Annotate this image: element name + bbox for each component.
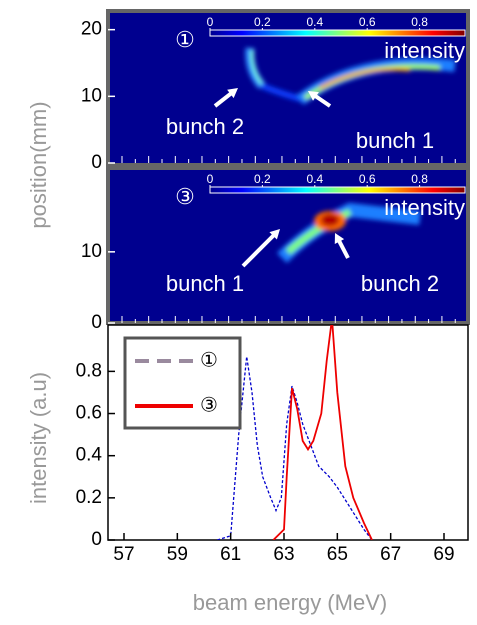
legend (123, 336, 242, 430)
colorbar-tick-label: 0.2 (254, 15, 271, 29)
legend-label: ③ (200, 394, 218, 416)
image-1 (110, 13, 466, 163)
x-tick-label: 67 (380, 544, 401, 565)
colorbar (209, 186, 466, 194)
series-line (217, 356, 373, 540)
arrow (241, 231, 278, 268)
y-tick-label: 0.8 (76, 360, 102, 381)
annotation: bunch 1 (166, 271, 244, 296)
arrow-head (227, 88, 238, 99)
panel-label: ① (175, 27, 195, 52)
beam-image (245, 47, 456, 105)
y-axis-label: intensity (a.u) (26, 372, 51, 504)
colorbar-tick-label: 0.8 (411, 15, 428, 29)
colorbar-label: intensity (384, 38, 465, 63)
colorbar-tick-label: 0.6 (359, 15, 376, 29)
x-tick-label: 59 (167, 544, 188, 565)
x-tick-label: 63 (273, 544, 294, 565)
colorbar-tick-label: 0.4 (306, 172, 323, 186)
x-axis-label: beam energy (MeV) (193, 590, 387, 615)
y-tick-label: 0.2 (76, 487, 102, 508)
y-tick-label: 10 (81, 241, 102, 262)
y-tick-label: 0 (91, 529, 102, 550)
y-tick-label: 0 (91, 312, 102, 333)
arrow-head (308, 91, 319, 101)
panel-label: ③ (175, 184, 195, 209)
series-line (272, 325, 373, 540)
arrow-head (334, 233, 345, 244)
x-tick-label: 57 (113, 544, 134, 565)
y-tick-label: 20 (81, 19, 102, 40)
annotation: bunch 2 (361, 271, 439, 296)
x-tick-label: 65 (327, 544, 348, 565)
colorbar-tick-label: 0.2 (254, 172, 271, 186)
x-tick-label: 61 (220, 544, 241, 565)
arrow (213, 90, 235, 108)
colorbar (209, 29, 466, 37)
arrow (335, 237, 350, 259)
colorbar-label: intensity (384, 195, 465, 220)
x-tick-label: 69 (433, 544, 454, 565)
colorbar-tick-label: 0.8 (411, 172, 428, 186)
legend-label: ① (200, 349, 218, 371)
colorbar-tick-label: 0.4 (306, 15, 323, 29)
colorbar-tick-label: 0.6 (359, 172, 376, 186)
y-axis-label: position(mm) (26, 101, 51, 228)
annotation: bunch 2 (166, 114, 244, 139)
colorbar-tick-label: 0 (207, 15, 214, 29)
beam-image (277, 202, 421, 263)
annotation: bunch 1 (356, 128, 434, 153)
y-tick-label: 0 (91, 152, 102, 173)
y-tick-label: 0.4 (76, 445, 103, 466)
arrow-head (269, 229, 280, 240)
y-tick-label: 10 (81, 85, 102, 106)
y-tick-label: 0.6 (76, 403, 102, 424)
colorbar-tick-label: 0 (207, 172, 214, 186)
